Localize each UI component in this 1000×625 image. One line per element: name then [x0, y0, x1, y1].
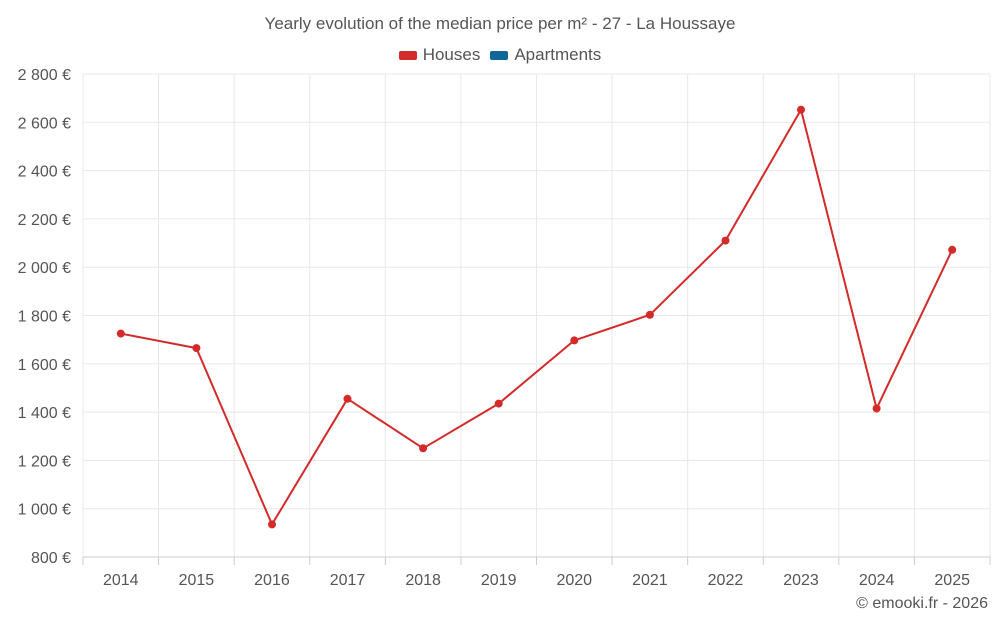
x-tick-label: 2023 — [783, 572, 819, 589]
data-point-houses — [116, 329, 125, 338]
y-tick-label: 2 600 € — [18, 115, 71, 132]
data-point-houses — [645, 310, 654, 319]
y-tick-label: 2 000 € — [18, 260, 71, 277]
series-line-houses — [119, 108, 954, 526]
y-tick-label: 1 600 € — [18, 357, 71, 374]
data-point-houses — [948, 245, 957, 254]
y-tick-label: 2 800 € — [18, 67, 71, 84]
data-point-houses — [419, 444, 428, 453]
data-point-houses — [268, 520, 276, 529]
x-tick-label: 2015 — [179, 572, 215, 589]
x-tick-label: 2014 — [103, 572, 139, 589]
x-tick-label: 2022 — [708, 572, 744, 589]
legend: Houses Apartments — [0, 45, 1000, 65]
series-layer — [116, 105, 957, 529]
y-tick-label: 2 200 € — [18, 212, 71, 229]
legend-swatch-apartments — [490, 50, 509, 60]
x-tick-label: 2025 — [934, 572, 970, 589]
y-tick-label: 1 800 € — [18, 309, 71, 326]
x-tick-label: 2024 — [859, 572, 895, 589]
data-point-houses — [872, 404, 881, 413]
data-point-houses — [570, 336, 579, 345]
legend-swatch-houses — [398, 50, 417, 60]
x-tick-label: 2018 — [405, 572, 441, 589]
data-point-houses — [721, 236, 730, 245]
legend-label-apartments: Apartments — [514, 45, 602, 64]
x-tick-label: 2016 — [254, 572, 290, 589]
y-tick-label: 2 400 € — [18, 164, 71, 181]
legend-item-houses[interactable]: Houses — [398, 45, 481, 65]
y-tick-label: 1 200 € — [18, 453, 71, 470]
chart-title: Yearly evolution of the median price per… — [264, 14, 736, 33]
legend-item-apartments[interactable]: Apartments — [490, 45, 601, 65]
data-point-houses — [797, 105, 805, 114]
x-tick-label: 2019 — [481, 572, 517, 589]
x-tick-label: 2020 — [556, 572, 592, 589]
x-tick-label: 2021 — [632, 572, 668, 589]
y-tick-label: 1 000 € — [18, 502, 71, 519]
data-point-houses — [494, 399, 503, 408]
x-tick-label: 2017 — [330, 572, 366, 589]
credit-text: © emooki.fr - 2026 — [856, 595, 988, 612]
data-point-houses — [192, 344, 201, 353]
axis-layer: 800 € 1 000 € 1 200 € 1 400 € 1 600 € 1 800 €… — [18, 67, 991, 589]
data-point-houses — [343, 394, 352, 403]
y-tick-label: 800 € — [31, 550, 71, 567]
legend-label-houses: Houses — [422, 45, 481, 64]
grid-layer — [82, 73, 991, 557]
y-tick-label: 1 400 € — [18, 405, 71, 422]
